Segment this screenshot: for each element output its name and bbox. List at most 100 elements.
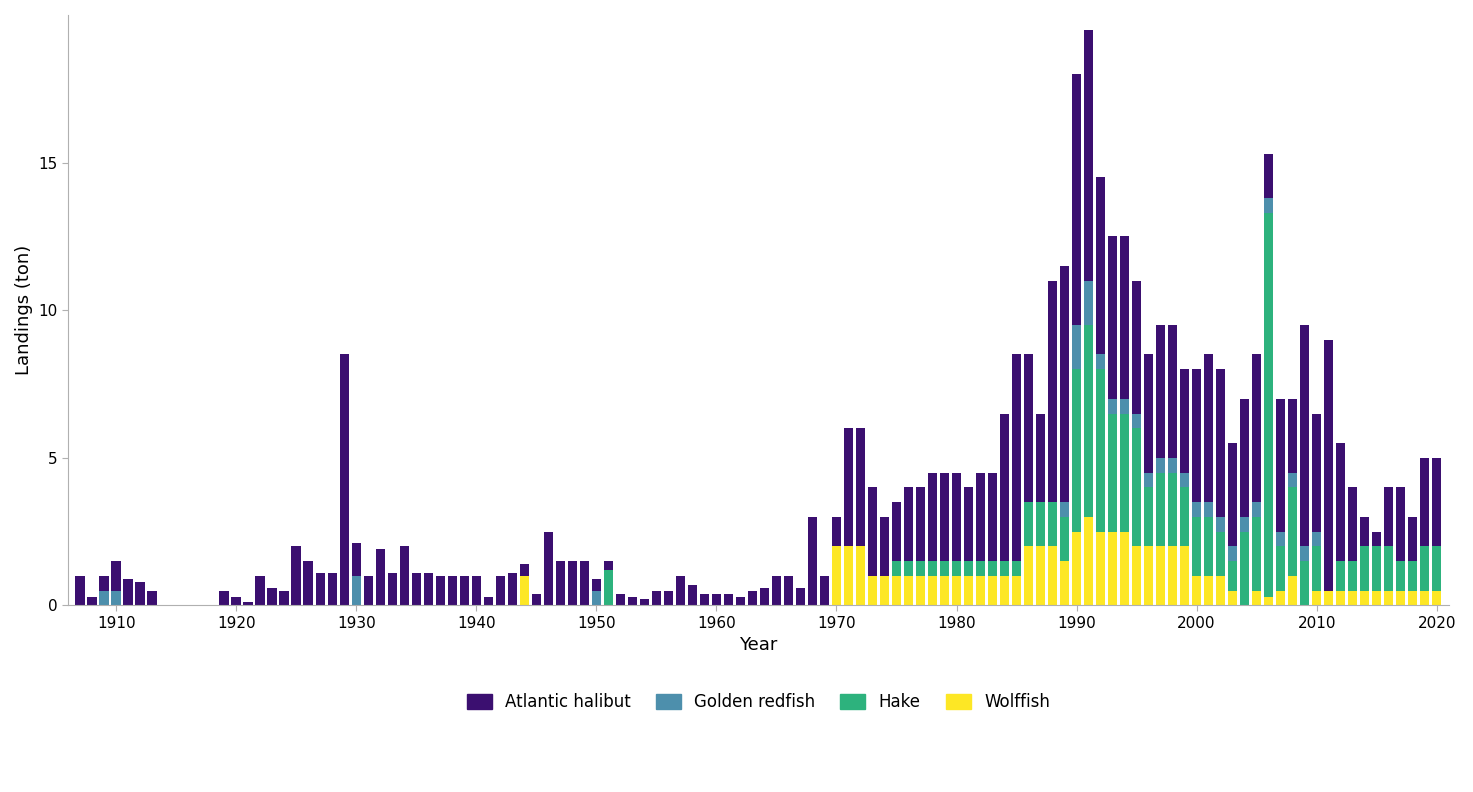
Bar bbox=[1228, 561, 1237, 591]
Bar bbox=[1096, 531, 1105, 605]
Bar bbox=[136, 582, 144, 605]
Bar bbox=[1336, 443, 1345, 561]
Bar bbox=[532, 593, 541, 605]
Bar bbox=[1228, 546, 1237, 561]
Bar bbox=[1156, 546, 1165, 605]
Bar bbox=[856, 428, 865, 546]
Bar bbox=[1203, 355, 1214, 502]
Bar bbox=[1360, 546, 1370, 591]
Bar bbox=[75, 576, 85, 605]
Bar bbox=[1012, 576, 1021, 605]
Bar bbox=[424, 573, 433, 605]
Bar bbox=[1432, 546, 1442, 591]
Bar bbox=[1348, 561, 1358, 591]
Bar bbox=[1396, 591, 1405, 605]
Bar bbox=[1108, 398, 1118, 413]
Bar bbox=[807, 517, 818, 605]
Bar bbox=[988, 576, 997, 605]
Bar bbox=[1348, 591, 1358, 605]
Bar bbox=[1072, 531, 1081, 605]
Bar bbox=[1084, 280, 1093, 325]
Bar bbox=[1276, 531, 1286, 546]
Bar bbox=[1240, 398, 1249, 517]
Bar bbox=[1287, 398, 1298, 473]
Bar bbox=[1383, 546, 1393, 591]
Bar bbox=[1047, 546, 1058, 605]
Bar bbox=[1000, 561, 1009, 576]
Bar bbox=[1252, 517, 1261, 591]
Bar bbox=[243, 603, 253, 605]
Bar bbox=[952, 561, 962, 576]
Bar bbox=[1299, 561, 1309, 605]
Bar bbox=[1408, 517, 1417, 561]
Bar bbox=[891, 561, 901, 576]
Bar bbox=[1252, 591, 1261, 605]
Bar bbox=[1215, 517, 1226, 531]
Bar bbox=[819, 576, 829, 605]
Bar bbox=[1215, 369, 1226, 517]
Bar bbox=[1143, 355, 1153, 473]
Bar bbox=[844, 546, 853, 605]
Bar bbox=[100, 576, 109, 591]
Bar bbox=[1276, 546, 1286, 591]
Legend: Atlantic halibut, Golden redfish, Hake, Wolffish: Atlantic halibut, Golden redfish, Hake, … bbox=[458, 684, 1058, 719]
Bar bbox=[448, 576, 457, 605]
Bar bbox=[1240, 517, 1249, 531]
Bar bbox=[1312, 413, 1321, 531]
Bar bbox=[1420, 591, 1429, 605]
Bar bbox=[832, 517, 841, 546]
Bar bbox=[1192, 517, 1202, 576]
X-axis label: Year: Year bbox=[739, 636, 778, 654]
Bar bbox=[364, 576, 373, 605]
Bar bbox=[928, 561, 937, 576]
Bar bbox=[1012, 355, 1021, 561]
Bar bbox=[327, 573, 337, 605]
Bar bbox=[1228, 591, 1237, 605]
Bar bbox=[963, 487, 974, 561]
Bar bbox=[963, 576, 974, 605]
Bar bbox=[1276, 398, 1286, 531]
Bar bbox=[1084, 30, 1093, 280]
Bar bbox=[219, 591, 230, 605]
Bar bbox=[1312, 546, 1321, 591]
Bar bbox=[975, 576, 985, 605]
Bar bbox=[100, 591, 109, 605]
Bar bbox=[1420, 546, 1429, 591]
Bar bbox=[1396, 561, 1405, 591]
Bar bbox=[579, 561, 589, 605]
Bar bbox=[255, 576, 265, 605]
Bar bbox=[1203, 576, 1214, 605]
Bar bbox=[411, 573, 421, 605]
Bar bbox=[1252, 502, 1261, 517]
Bar bbox=[339, 355, 349, 605]
Bar bbox=[711, 593, 722, 605]
Bar bbox=[1192, 502, 1202, 517]
Bar bbox=[112, 561, 121, 591]
Bar bbox=[399, 546, 409, 605]
Bar bbox=[1420, 458, 1429, 546]
Bar bbox=[352, 576, 361, 605]
Bar bbox=[940, 576, 949, 605]
Bar bbox=[1143, 473, 1153, 487]
Bar bbox=[1108, 531, 1118, 605]
Bar bbox=[1143, 487, 1153, 546]
Bar bbox=[508, 573, 517, 605]
Bar bbox=[1180, 546, 1189, 605]
Bar bbox=[700, 593, 709, 605]
Bar bbox=[868, 487, 878, 576]
Bar bbox=[1240, 531, 1249, 605]
Bar bbox=[1168, 473, 1177, 546]
Y-axis label: Landings (ton): Landings (ton) bbox=[15, 245, 32, 375]
Bar bbox=[1168, 325, 1177, 458]
Bar bbox=[676, 576, 685, 605]
Bar bbox=[592, 591, 601, 605]
Bar bbox=[1215, 531, 1226, 576]
Bar bbox=[1108, 413, 1118, 531]
Bar bbox=[352, 543, 361, 576]
Bar bbox=[975, 473, 985, 561]
Bar bbox=[460, 576, 470, 605]
Bar bbox=[1360, 591, 1370, 605]
Bar bbox=[112, 591, 121, 605]
Bar bbox=[1264, 213, 1274, 596]
Bar bbox=[1119, 413, 1130, 531]
